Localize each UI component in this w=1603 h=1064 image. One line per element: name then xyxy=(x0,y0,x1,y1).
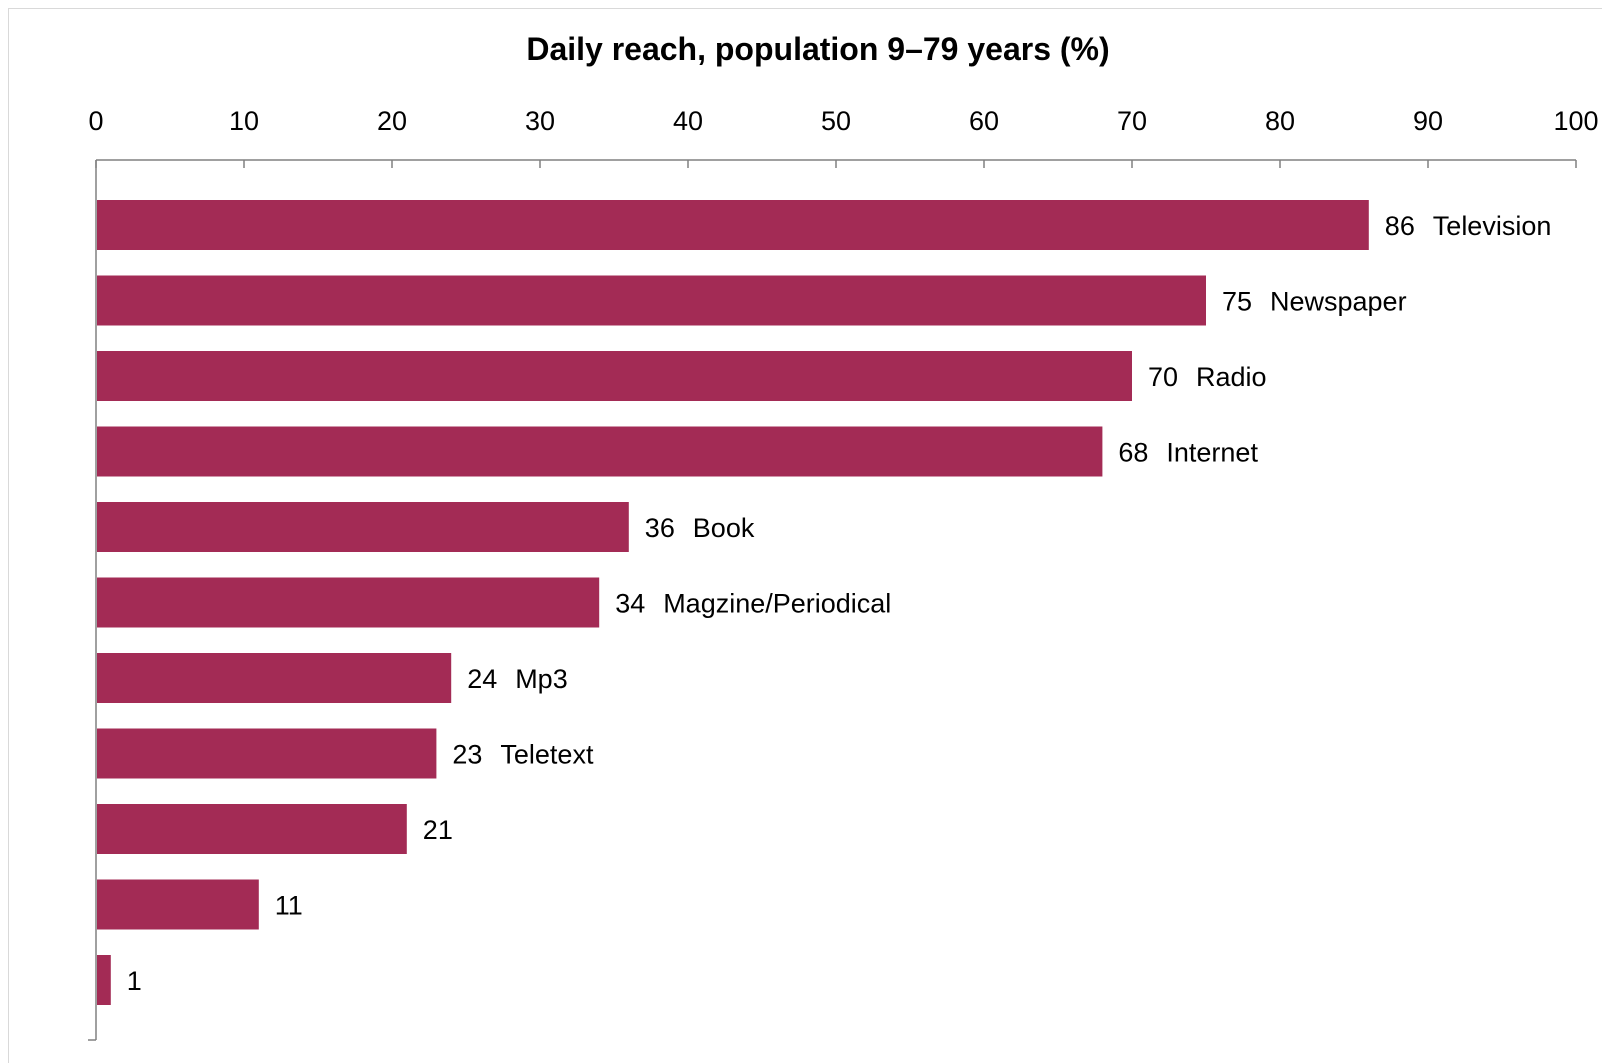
bar-value-label: 24 xyxy=(467,664,497,694)
x-tick-label: 10 xyxy=(229,106,259,136)
x-tick-label: 40 xyxy=(673,106,703,136)
chart-title: Daily reach, population 9–79 years (%) xyxy=(526,31,1109,67)
bar-category-label: Magzine/Periodical xyxy=(663,589,891,619)
bar xyxy=(97,275,1206,326)
bar-category-label: Book xyxy=(693,513,755,543)
x-tick-label: 50 xyxy=(821,106,851,136)
bar xyxy=(97,728,437,779)
x-axis: 0 10 20 30 40 50 60 70 80 90 100 xyxy=(88,106,1599,1041)
bar-category-label: Mp3 xyxy=(515,664,568,694)
x-tick-label: 70 xyxy=(1117,106,1147,136)
bar-value-label: 68 xyxy=(1118,438,1148,468)
bar-category-label: Radio xyxy=(1196,362,1267,392)
bar-value-label: 34 xyxy=(615,589,645,619)
bar xyxy=(97,502,629,552)
x-tick-label: 20 xyxy=(377,106,407,136)
bar-category-label: Internet xyxy=(1166,438,1258,468)
bar-value-label: 1 xyxy=(127,966,142,996)
bar-labels: 86 Television 75 Newspaper 70 Radio 68 Internet… xyxy=(127,211,1552,996)
bar-value-label: 23 xyxy=(452,740,482,770)
x-tick-label: 30 xyxy=(525,106,555,136)
bar-category-label: Teletext xyxy=(500,740,594,770)
bar xyxy=(97,426,1103,477)
bar xyxy=(97,653,452,703)
bar-value-label: 11 xyxy=(275,891,303,921)
bar xyxy=(97,200,1369,250)
bar-category-label: Television xyxy=(1433,211,1552,241)
bar-value-label: 36 xyxy=(645,513,675,543)
bar-value-label: 75 xyxy=(1222,287,1252,317)
chart-frame xyxy=(8,8,1602,1063)
x-tick-label: 0 xyxy=(88,106,103,136)
bar xyxy=(97,351,1132,401)
bar xyxy=(97,577,600,628)
bar xyxy=(97,879,259,930)
x-tick-label: 100 xyxy=(1553,106,1598,136)
x-tick-label: 80 xyxy=(1265,106,1295,136)
bar-value-label: 70 xyxy=(1148,362,1178,392)
bar-category-label: Newspaper xyxy=(1270,287,1407,317)
bar xyxy=(97,955,111,1005)
bar-value-label: 21 xyxy=(423,815,453,845)
bar-value-label: 86 xyxy=(1385,211,1415,241)
bars xyxy=(97,200,1369,1005)
x-tick-label: 90 xyxy=(1413,106,1443,136)
bar xyxy=(97,804,407,854)
x-tick-label: 60 xyxy=(969,106,999,136)
